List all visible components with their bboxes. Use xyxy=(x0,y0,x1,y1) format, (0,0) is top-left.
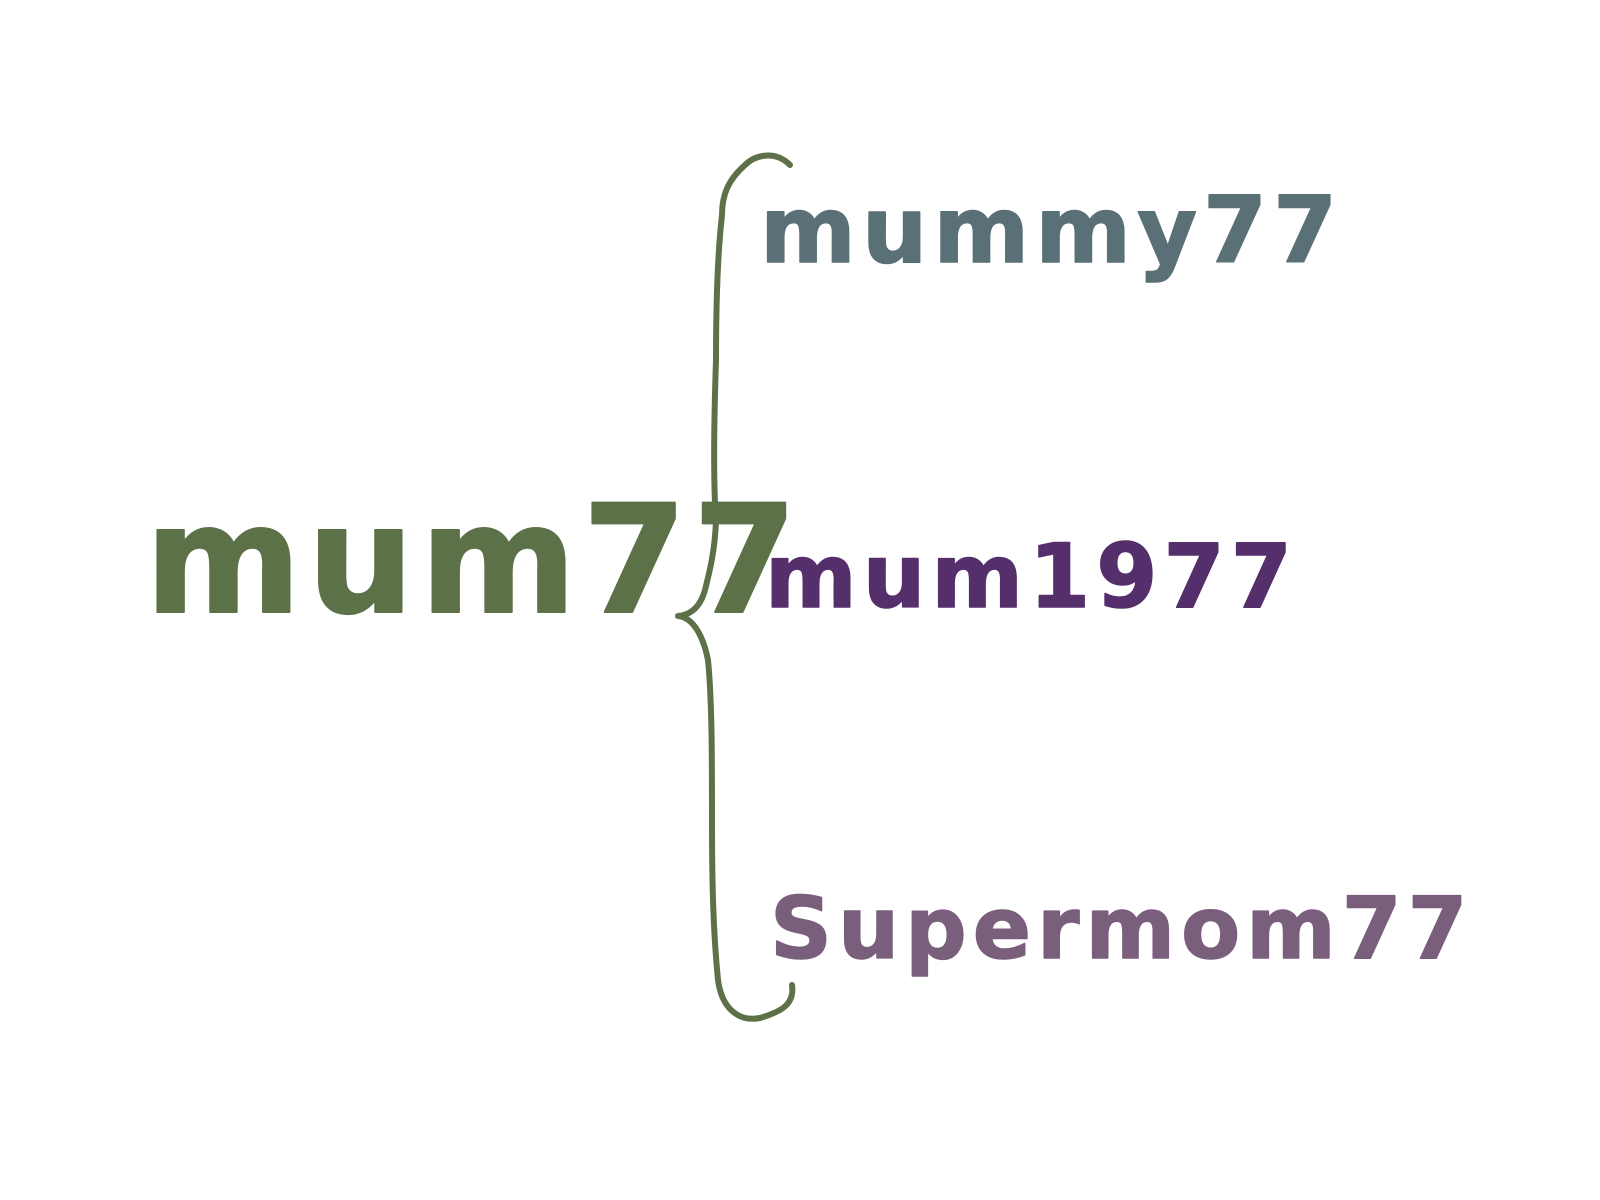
root-word: mum77 xyxy=(145,474,803,648)
variant-mum1977: mum1977 xyxy=(765,525,1298,628)
variant-mummy77: mummy77 xyxy=(760,177,1343,284)
curly-brace xyxy=(675,152,796,1022)
variant-supermom77: Supermom77 xyxy=(770,879,1473,979)
